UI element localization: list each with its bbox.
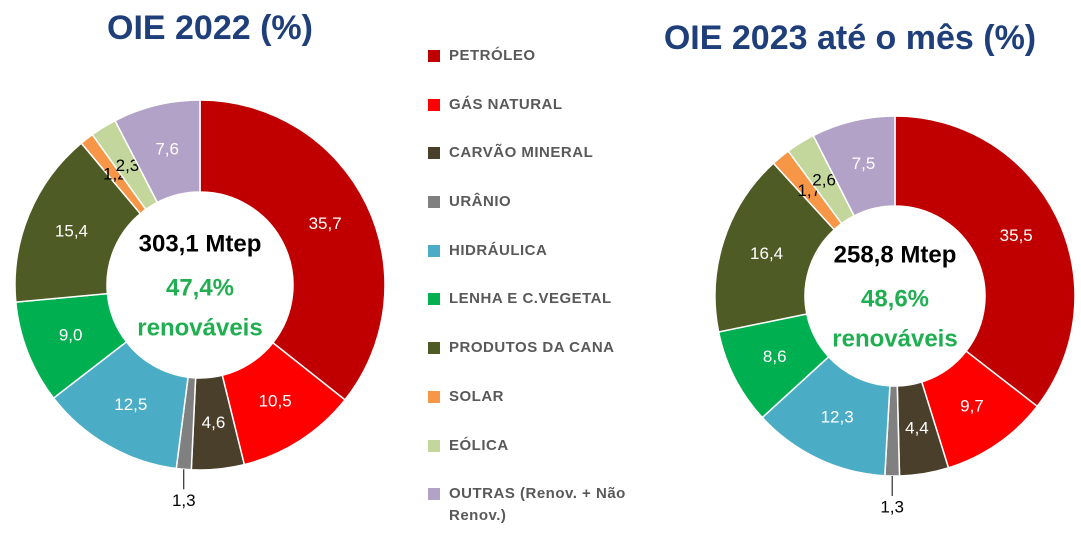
legend-label: PETRÓLEO — [449, 47, 536, 64]
data-label: 35,7 — [309, 214, 342, 233]
legend-item: OUTRAS (Renov. + Não Renov.) — [428, 483, 653, 532]
center-share: 48,6% — [861, 285, 929, 312]
data-label: 15,4 — [55, 222, 88, 241]
center-total: 258,8 Mtep — [834, 241, 957, 268]
data-label: 12,3 — [821, 407, 854, 426]
data-label: 2,6 — [812, 171, 836, 190]
legend-label: CARVÃO MINERAL — [449, 144, 594, 162]
legend-item: HIDRÁULICA — [428, 240, 653, 289]
legend-item: URÂNIO — [428, 191, 653, 240]
legend-label: GÁS NATURAL — [449, 95, 563, 113]
legend-item: SOLAR — [428, 386, 653, 435]
chart-title: OIE 2023 até o mês (%) — [664, 19, 1036, 57]
center-total: 303,1 Mtep — [139, 230, 262, 257]
legend-label: URÂNIO — [449, 193, 512, 211]
center-label: renováveis — [832, 325, 957, 352]
legend-label: LENHA E C.VEGETAL — [449, 290, 612, 308]
legend-swatch — [428, 488, 440, 501]
legend-item: PETRÓLEO — [428, 45, 653, 94]
data-label: 16,4 — [750, 244, 783, 263]
slice — [894, 115, 1076, 408]
legend-label: EÓLICA — [449, 436, 509, 454]
data-label: 1,3 — [880, 497, 904, 516]
data-label: 2,3 — [116, 156, 140, 175]
legend-swatch — [428, 50, 440, 62]
legend-label: HIDRÁULICA — [449, 241, 548, 259]
slice — [714, 162, 836, 333]
legend-swatch — [428, 196, 440, 209]
data-label: 12,5 — [114, 395, 147, 414]
legend-item: PRODUTOS DA CANA — [428, 337, 653, 386]
legend-label: SOLAR — [449, 387, 504, 405]
legend: PETRÓLEO GÁS NATURAL CARVÃO MINERAL URÂNIO H… — [428, 45, 653, 532]
data-label: 7,5 — [852, 154, 876, 173]
legend-label: OUTRAS (Renov. + Não Renov.) — [449, 485, 626, 525]
data-label: 9,0 — [59, 325, 83, 344]
center-label: renováveis — [137, 314, 262, 341]
legend-item: LENHA E C.VEGETAL — [428, 288, 653, 337]
data-label: 10,5 — [259, 391, 292, 410]
data-label: 1,3 — [172, 491, 196, 510]
legend-swatch — [428, 293, 440, 306]
legend-swatch — [428, 390, 440, 403]
data-label: 9,7 — [960, 396, 984, 415]
legend-item: GÁS NATURAL — [428, 94, 653, 143]
data-label: 7,6 — [155, 139, 179, 158]
data-label: 4,6 — [202, 413, 226, 432]
legend-label: PRODUTOS DA CANA — [449, 339, 615, 357]
legend-swatch — [428, 98, 440, 111]
chart-title: OIE 2022 (%) — [107, 9, 313, 47]
legend-item: CARVÃO MINERAL — [428, 142, 653, 191]
data-label: 35,5 — [1000, 226, 1033, 245]
data-label: 8,6 — [763, 347, 787, 366]
legend-swatch — [428, 439, 440, 452]
slice — [199, 99, 386, 401]
legend-swatch — [428, 244, 440, 257]
slice — [114, 99, 201, 204]
legend-swatch — [428, 147, 440, 160]
legend-item: EÓLICA — [428, 435, 653, 484]
data-label: 4,4 — [905, 419, 929, 438]
slice — [812, 115, 896, 217]
center-share: 47,4% — [166, 274, 234, 301]
legend-swatch — [428, 342, 440, 355]
